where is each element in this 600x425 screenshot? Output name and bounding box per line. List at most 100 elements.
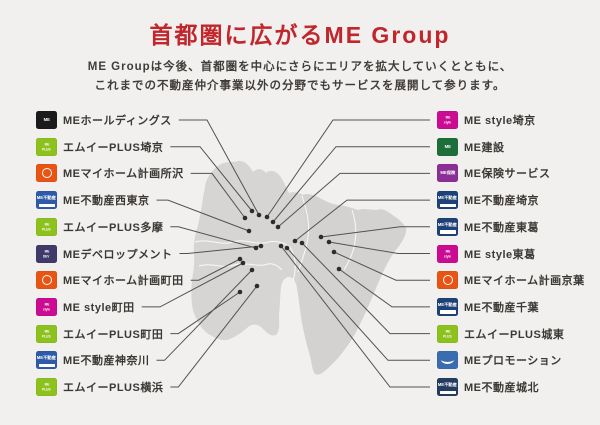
map-dot (270, 219, 276, 225)
map-dot (249, 267, 255, 273)
company-row: ME不動産 ME不動産東葛 (437, 216, 539, 238)
company-name-label: ME style東葛 (464, 248, 536, 261)
company-name-label: ME不動産千葉 (464, 301, 539, 314)
logo-text: ME保険 (440, 170, 455, 176)
company-name-label: ME不動産東葛 (464, 221, 539, 234)
map-dot (299, 240, 305, 246)
logo-text: ME (43, 117, 50, 123)
company-name-label: エムイーPLUS町田 (63, 328, 164, 341)
logo-text: ME不動産 (437, 222, 458, 228)
map-dot (275, 224, 281, 230)
connector-line (338, 268, 430, 308)
logo-text: ME不動産 (437, 302, 458, 308)
connector-line (266, 119, 430, 218)
connector-line (294, 199, 430, 242)
map-dot (292, 238, 298, 244)
logo-bar (38, 203, 55, 208)
company-name-label: ME style埼京 (464, 115, 536, 127)
logo-bar (439, 203, 456, 208)
connector-line (301, 242, 430, 335)
map-dot (242, 215, 248, 221)
map-dot (240, 260, 246, 266)
company-name-label: MEマイホーム計画所沢 (63, 168, 184, 181)
connector-line (280, 245, 430, 388)
map-dot (336, 266, 342, 272)
company-logo-icon: ME不動産 (437, 191, 458, 210)
connector-line (328, 241, 430, 254)
company-name-label: MEプロモーション (464, 355, 562, 368)
connector-line (286, 247, 430, 361)
company-row: ME style ME style町田 (36, 296, 135, 318)
company-row: MEマイホーム計画所沢 (36, 162, 184, 184)
connector-line (178, 119, 260, 216)
logo-text: PLUS (443, 334, 452, 339)
kanto-east-lobe (297, 194, 407, 375)
company-name-label: ME不動産西東京 (63, 195, 150, 208)
company-logo-icon: ME PLUS (36, 137, 57, 156)
company-row: ME保険 ME保険サービス (437, 162, 551, 184)
company-row: ME不動産 ME不動産神奈川 (36, 349, 150, 371)
logo-text: ME不動産 (36, 355, 57, 361)
company-logo-icon (437, 351, 458, 370)
company-logo-icon: ME PLUS (36, 324, 57, 343)
map-dot (249, 208, 255, 214)
connector-line (277, 172, 430, 228)
subtitle-line-2: これまでの不動産仲介事業以外の分野でもサービスを展開して参ります。 (94, 80, 506, 92)
logo-text: ME (44, 142, 49, 147)
map-dot (237, 289, 243, 295)
company-logo-icon: ME style (437, 244, 458, 263)
company-row: ME不動産 ME不動産千葉 (437, 296, 539, 318)
logo-bar (439, 390, 456, 394)
logo-text: ME (44, 302, 49, 307)
page-title: 首都圏に広がるME Group (149, 22, 451, 48)
company-logo-icon: ME不動産 (437, 217, 458, 236)
logo-text: DEV (43, 254, 50, 258)
logo-text: ME不動産 (437, 382, 458, 388)
logo-text: ME (445, 115, 450, 120)
company-logo-icon: ME PLUS (36, 217, 57, 236)
company-row: MEマイホーム計画京葉 (437, 269, 585, 291)
company-row: ME ME建設 (437, 136, 505, 158)
company-name-label: MEデベロップメント (63, 248, 173, 261)
logo-bar (38, 363, 55, 368)
company-logo-icon: ME不動産 (437, 378, 458, 396)
map-dot (331, 249, 337, 255)
company-name-label: MEマイホーム計画京葉 (464, 275, 585, 288)
connector-line (170, 285, 258, 388)
company-row: ME PLUS エムイーPLUS横浜 (36, 376, 163, 398)
logo-text: ME (445, 329, 450, 334)
company-logo-icon: ME style (437, 111, 458, 129)
company-name-label: MEホールディングス (63, 115, 172, 127)
logo-text: ME (44, 329, 49, 334)
company-row: ME PLUS エムイーPLUS埼京 (36, 136, 163, 158)
company-logo-icon: ME (36, 111, 57, 129)
ring-glyph-icon (41, 168, 52, 179)
company-row: ME PLUS エムイーPLUS城東 (437, 323, 564, 345)
company-row: ME MEホールディングス (36, 109, 172, 131)
logo-bar (439, 310, 456, 314)
connector-line (179, 245, 262, 254)
company-name-label: ME保険サービス (464, 168, 551, 181)
company-row: MEプロモーション (437, 349, 562, 371)
company-row: ME不動産 ME不動産城北 (437, 376, 539, 398)
company-row: ME不動産 ME不動産埼京 (437, 189, 539, 211)
connector-line (190, 172, 246, 219)
ring-glyph-icon (442, 275, 453, 286)
connector-line (156, 199, 250, 232)
logo-text: ME (44, 249, 49, 253)
company-logo-icon: ME不動産 (36, 191, 57, 210)
connector-line (156, 269, 253, 361)
logo-text: style (443, 120, 452, 125)
connector-line (333, 251, 430, 281)
connector-line (320, 226, 430, 238)
company-logo-icon: ME不動産 (36, 351, 57, 370)
map-dot (256, 212, 262, 218)
company-logo-icon: ME保険 (437, 164, 458, 183)
logo-text: PLUS (42, 334, 51, 339)
map-dot (318, 234, 324, 240)
map-dot (326, 239, 332, 245)
connector-line (170, 146, 253, 212)
logo-text: ME (445, 249, 450, 253)
